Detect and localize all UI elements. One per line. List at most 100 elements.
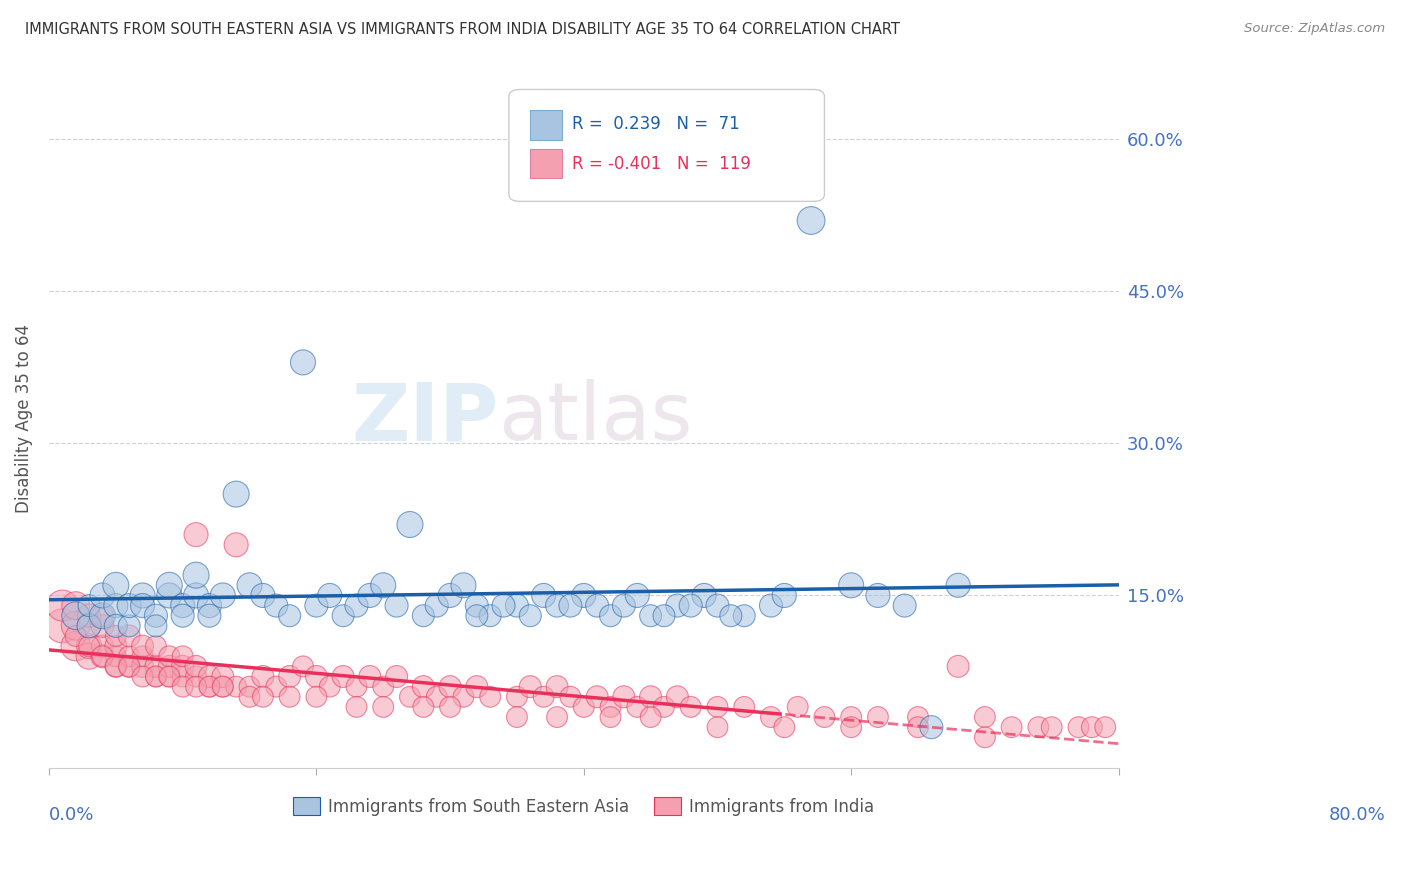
- Point: [973, 710, 995, 724]
- Point: [157, 659, 180, 673]
- Point: [65, 608, 87, 623]
- Point: [946, 578, 969, 592]
- Point: [720, 608, 742, 623]
- Point: [211, 680, 233, 694]
- Point: [866, 710, 889, 724]
- Point: [546, 710, 568, 724]
- Point: [666, 599, 689, 613]
- Point: [104, 619, 127, 633]
- Point: [373, 699, 395, 714]
- Point: [172, 669, 194, 683]
- Point: [479, 690, 502, 704]
- Point: [773, 589, 796, 603]
- Point: [238, 680, 260, 694]
- Point: [973, 731, 995, 745]
- Point: [626, 589, 648, 603]
- Point: [77, 599, 100, 613]
- Point: [359, 589, 381, 603]
- Point: [412, 680, 434, 694]
- Point: [225, 487, 247, 501]
- Point: [91, 608, 114, 623]
- Point: [706, 720, 728, 734]
- Point: [866, 589, 889, 603]
- Text: 80.0%: 80.0%: [1329, 806, 1386, 824]
- Point: [706, 599, 728, 613]
- Point: [131, 599, 153, 613]
- Point: [546, 680, 568, 694]
- Point: [412, 608, 434, 623]
- Point: [198, 599, 221, 613]
- Point: [399, 517, 422, 532]
- Point: [252, 669, 274, 683]
- Point: [640, 710, 662, 724]
- Point: [211, 669, 233, 683]
- Point: [104, 639, 127, 653]
- Point: [104, 649, 127, 664]
- Point: [264, 680, 287, 694]
- Point: [907, 710, 929, 724]
- Point: [666, 690, 689, 704]
- Point: [759, 710, 782, 724]
- Point: [519, 680, 541, 694]
- Point: [77, 608, 100, 623]
- Point: [533, 690, 555, 704]
- Point: [172, 599, 194, 613]
- Point: [305, 599, 328, 613]
- Point: [920, 720, 942, 734]
- Y-axis label: Disability Age 35 to 64: Disability Age 35 to 64: [15, 324, 32, 513]
- Point: [77, 649, 100, 664]
- Point: [359, 669, 381, 683]
- Point: [533, 589, 555, 603]
- Point: [104, 599, 127, 613]
- FancyBboxPatch shape: [530, 149, 562, 178]
- Point: [679, 599, 702, 613]
- Point: [465, 680, 488, 694]
- Point: [198, 669, 221, 683]
- Point: [157, 589, 180, 603]
- Point: [104, 578, 127, 592]
- Point: [198, 680, 221, 694]
- Point: [626, 699, 648, 714]
- Point: [198, 680, 221, 694]
- Point: [264, 599, 287, 613]
- FancyBboxPatch shape: [530, 111, 562, 140]
- Point: [813, 710, 835, 724]
- Point: [104, 659, 127, 673]
- Point: [599, 699, 621, 714]
- Point: [91, 649, 114, 664]
- Point: [759, 599, 782, 613]
- Point: [278, 608, 301, 623]
- Point: [238, 578, 260, 592]
- Point: [305, 669, 328, 683]
- Point: [1040, 720, 1063, 734]
- Point: [1081, 720, 1104, 734]
- Point: [77, 619, 100, 633]
- Point: [479, 608, 502, 623]
- Point: [426, 690, 449, 704]
- Point: [91, 649, 114, 664]
- Point: [946, 659, 969, 673]
- Point: [453, 690, 475, 704]
- Point: [172, 659, 194, 673]
- Point: [131, 669, 153, 683]
- Point: [172, 680, 194, 694]
- Point: [131, 649, 153, 664]
- Point: [1094, 720, 1116, 734]
- Point: [1067, 720, 1090, 734]
- Point: [1001, 720, 1024, 734]
- Point: [184, 568, 207, 582]
- Point: [238, 690, 260, 704]
- Point: [118, 629, 141, 643]
- FancyBboxPatch shape: [509, 89, 824, 202]
- Point: [104, 629, 127, 643]
- Point: [506, 710, 529, 724]
- Point: [131, 639, 153, 653]
- Point: [91, 589, 114, 603]
- Point: [184, 589, 207, 603]
- Point: [786, 699, 808, 714]
- Text: Source: ZipAtlas.com: Source: ZipAtlas.com: [1244, 22, 1385, 36]
- Point: [65, 639, 87, 653]
- Text: R = -0.401   N =  119: R = -0.401 N = 119: [572, 154, 751, 173]
- Point: [131, 589, 153, 603]
- Point: [77, 619, 100, 633]
